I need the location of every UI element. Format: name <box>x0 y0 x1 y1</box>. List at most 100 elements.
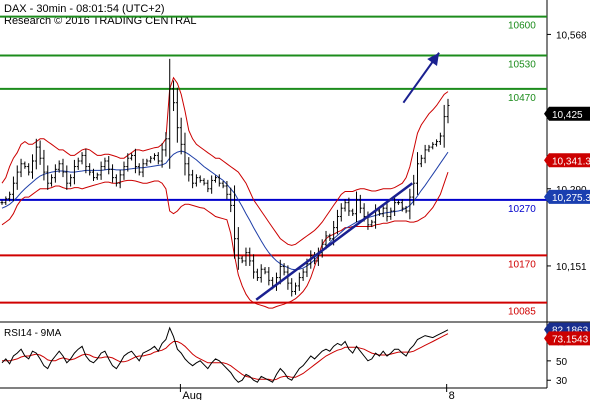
price-bar <box>282 263 286 276</box>
price-bar <box>160 143 164 168</box>
rsi-tag-box <box>544 331 590 346</box>
price-bar <box>50 174 54 187</box>
price-bar <box>259 264 263 283</box>
bollinger-layer <box>1 76 449 309</box>
price-bar <box>72 159 76 185</box>
price-bar <box>118 169 122 189</box>
overlay-layer <box>255 52 440 301</box>
price-bar <box>179 117 183 155</box>
price-bar <box>370 219 374 228</box>
price-bar <box>404 205 408 214</box>
price-bar <box>76 157 80 170</box>
price-bar <box>351 208 355 216</box>
price-bar <box>248 247 252 266</box>
price-bar <box>0 200 4 205</box>
level-label-10170: 10170 <box>508 259 536 270</box>
price-bar <box>255 268 259 281</box>
price-bar <box>213 175 217 183</box>
price-bar <box>38 140 42 165</box>
price-bar <box>42 149 46 181</box>
levels-layer: 10600 10530 10470 10270 10170 10085 <box>0 15 547 318</box>
price-bar <box>27 163 31 176</box>
price-bar <box>69 174 73 187</box>
price-bar <box>57 160 61 173</box>
price-bar <box>297 272 301 291</box>
price-bar <box>385 203 389 222</box>
price-bar <box>15 165 19 190</box>
rsi-tick-label: 50 <box>556 357 568 368</box>
price-bar <box>130 153 134 161</box>
price-bar <box>389 207 393 220</box>
price-bar <box>400 199 404 212</box>
price-bar <box>240 255 244 264</box>
price-bar <box>114 174 118 187</box>
level-label-10470: 10470 <box>508 93 536 104</box>
price-bar <box>175 87 179 143</box>
price-tick-label: 10,568 <box>556 30 587 41</box>
price-tick-label: 10,151 <box>556 262 587 273</box>
price-bar <box>91 168 95 181</box>
price-bar <box>34 138 38 170</box>
price-tag-last_price: 10,425 <box>544 106 590 121</box>
price-bar <box>347 197 351 216</box>
price-bar <box>30 154 34 179</box>
bollinger-lower-line <box>1 171 449 309</box>
rsi-title: RSI14 - 9MA <box>4 328 62 339</box>
price-bar <box>152 153 156 161</box>
price-bar <box>88 163 92 176</box>
price-bar <box>229 187 233 213</box>
price-bar <box>244 247 248 266</box>
price-bar <box>198 175 202 183</box>
rsi-tick-label: 30 <box>556 376 568 387</box>
price-bar <box>111 164 115 183</box>
price-bar <box>217 174 221 187</box>
price-bar <box>149 156 153 164</box>
price-bar <box>431 142 435 150</box>
price-bar <box>206 179 210 193</box>
price-bar <box>343 199 347 212</box>
price-bar <box>210 175 214 194</box>
price-bar <box>46 165 50 190</box>
trendline <box>255 182 414 301</box>
rsi-lines-layer <box>1 326 449 383</box>
price-tag-moving_average: 10,275.3 <box>544 189 590 204</box>
level-label-10085: 10085 <box>508 307 536 318</box>
price-bar <box>358 194 362 214</box>
price-bar <box>65 165 69 190</box>
price-tag-label: 10,425 <box>552 110 583 121</box>
level-label-10530: 10530 <box>508 60 536 71</box>
price-bar <box>263 267 267 275</box>
price-bar <box>335 209 339 235</box>
candles-layer <box>0 58 450 297</box>
price-bar <box>137 163 141 176</box>
price-bar <box>396 200 400 205</box>
price-bar <box>393 197 397 216</box>
forecast-arrow-head <box>427 52 440 66</box>
price-bar <box>172 80 176 112</box>
price-bar <box>236 227 240 270</box>
price-panel: 10600 10530 10470 10270 10170 10085 10,568 10,… <box>0 0 590 323</box>
price-bar <box>252 254 256 279</box>
price-bar <box>191 169 195 189</box>
price-bar <box>164 132 168 157</box>
price-bar <box>442 104 446 148</box>
level-label-10600: 10600 <box>508 21 536 32</box>
price-bar <box>53 164 57 183</box>
x-axis: Aug 8 <box>179 384 455 400</box>
price-bar <box>267 267 271 286</box>
price-bar <box>168 58 172 169</box>
price-bar <box>427 144 431 153</box>
price-bar <box>423 144 427 164</box>
price-bar <box>141 158 145 178</box>
price-bar <box>377 208 381 216</box>
bollinger-upper-line <box>1 76 449 246</box>
price-tags: 10,425 10,341.3 10,275.3 <box>544 106 590 204</box>
price-bar <box>194 174 198 187</box>
price-bar <box>11 176 15 201</box>
price-bar <box>416 152 420 195</box>
price-bar <box>408 188 412 220</box>
price-bar <box>278 259 282 285</box>
